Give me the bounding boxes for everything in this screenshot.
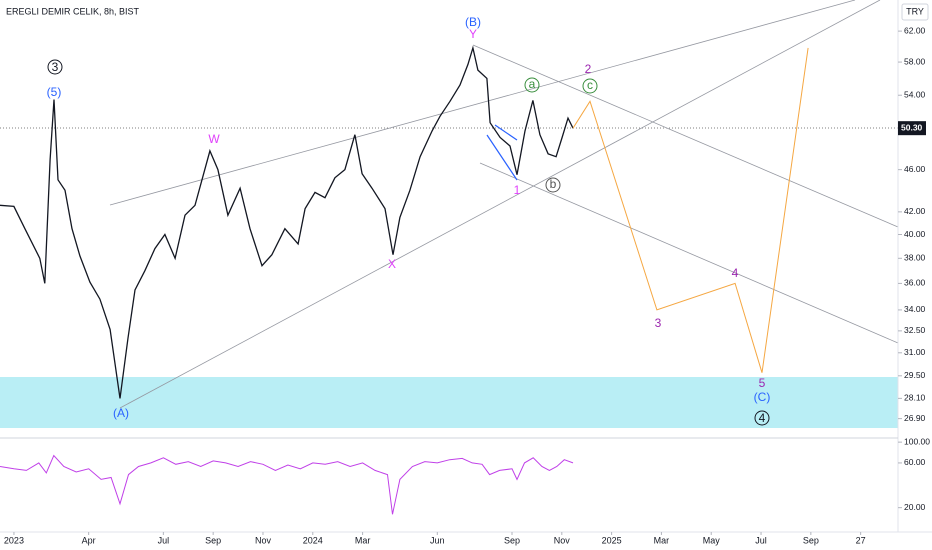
y-tick-label: 20.00 bbox=[904, 502, 926, 512]
x-tick-label: May bbox=[703, 535, 721, 545]
currency: TRY bbox=[906, 6, 924, 16]
wave-label: (5) bbox=[47, 85, 62, 99]
wave-label: 1 bbox=[514, 183, 521, 197]
y-tick-label: 28.10 bbox=[904, 393, 926, 403]
chart-title: EREGLI DEMIR CELIK, 8h, BIST bbox=[6, 6, 140, 16]
price-line bbox=[0, 45, 574, 399]
x-tick-label: Jul bbox=[755, 535, 767, 545]
channel-line bbox=[472, 44, 899, 228]
wave-label: 2 bbox=[585, 62, 592, 76]
y-tick-label: 46.00 bbox=[904, 164, 926, 174]
wave-circle bbox=[524, 77, 540, 93]
x-tick-label: Sep bbox=[803, 535, 819, 545]
x-tick-label: Mar bbox=[654, 535, 670, 545]
wave-circle bbox=[545, 177, 561, 193]
wave-label: (B) bbox=[465, 15, 481, 29]
y-tick-label: 26.90 bbox=[904, 413, 926, 423]
y-tick-label: 34.00 bbox=[904, 304, 926, 314]
y-tick-label: 62.00 bbox=[904, 25, 926, 35]
y-tick-label: 58.00 bbox=[904, 56, 926, 66]
last-price-box bbox=[898, 121, 926, 136]
y-tick-label: 32.50 bbox=[904, 325, 926, 335]
wave-label: b bbox=[550, 177, 557, 191]
wave-label: (C) bbox=[754, 390, 771, 404]
x-tick-label: 2023 bbox=[4, 535, 24, 545]
channel-line bbox=[479, 162, 899, 344]
y-tick-label: 29.50 bbox=[904, 370, 926, 380]
wave-circle bbox=[582, 78, 598, 94]
wave-label: 5 bbox=[759, 376, 766, 390]
wave-label: W bbox=[208, 132, 220, 146]
y-tick-label: 100.00 bbox=[904, 436, 930, 446]
x-tick-label: Jun bbox=[430, 535, 445, 545]
price-line bbox=[572, 47, 809, 373]
x-tick-label: 27 bbox=[856, 535, 866, 545]
x-tick-label: Mar bbox=[355, 535, 371, 545]
y-tick-label: 31.00 bbox=[904, 347, 926, 357]
x-tick-label: Nov bbox=[255, 535, 272, 545]
y-tick-label: 54.00 bbox=[904, 89, 926, 99]
wave-label: 4 bbox=[732, 266, 739, 280]
y-tick-label: 60.00 bbox=[904, 457, 926, 467]
x-tick-label: Sep bbox=[205, 535, 221, 545]
support-zone bbox=[0, 377, 898, 428]
wave-label: (A) bbox=[113, 406, 129, 420]
x-tick-label: 2025 bbox=[602, 535, 622, 545]
wave-label: 3 bbox=[52, 60, 59, 74]
y-tick-label: 42.00 bbox=[904, 206, 926, 216]
wave-label: X bbox=[388, 257, 396, 271]
y-tick-label: 38.00 bbox=[904, 253, 926, 263]
wedge-line bbox=[486, 134, 518, 181]
wave-circle bbox=[754, 410, 770, 426]
wave-circle bbox=[47, 59, 63, 75]
x-tick-label: 2024 bbox=[303, 535, 323, 545]
x-tick-label: Jul bbox=[158, 535, 170, 545]
currency-box bbox=[901, 3, 929, 21]
wave-label: a bbox=[529, 77, 536, 91]
channel-line bbox=[119, 0, 881, 409]
price-line bbox=[0, 454, 574, 515]
wave-label: 4 bbox=[759, 411, 766, 425]
y-tick-label: 36.00 bbox=[904, 278, 926, 288]
channel-line bbox=[109, 0, 856, 206]
wave-label: 3 bbox=[655, 316, 662, 330]
x-tick-label: Apr bbox=[82, 535, 96, 545]
x-tick-label: Sep bbox=[504, 535, 520, 545]
y-tick-label: 40.00 bbox=[904, 229, 926, 239]
last-price-label: 50.30 bbox=[901, 122, 923, 132]
wave-label: Y bbox=[469, 27, 477, 41]
x-tick-label: Nov bbox=[554, 535, 571, 545]
wedge-line bbox=[494, 124, 518, 141]
wave-label: c bbox=[587, 78, 593, 92]
